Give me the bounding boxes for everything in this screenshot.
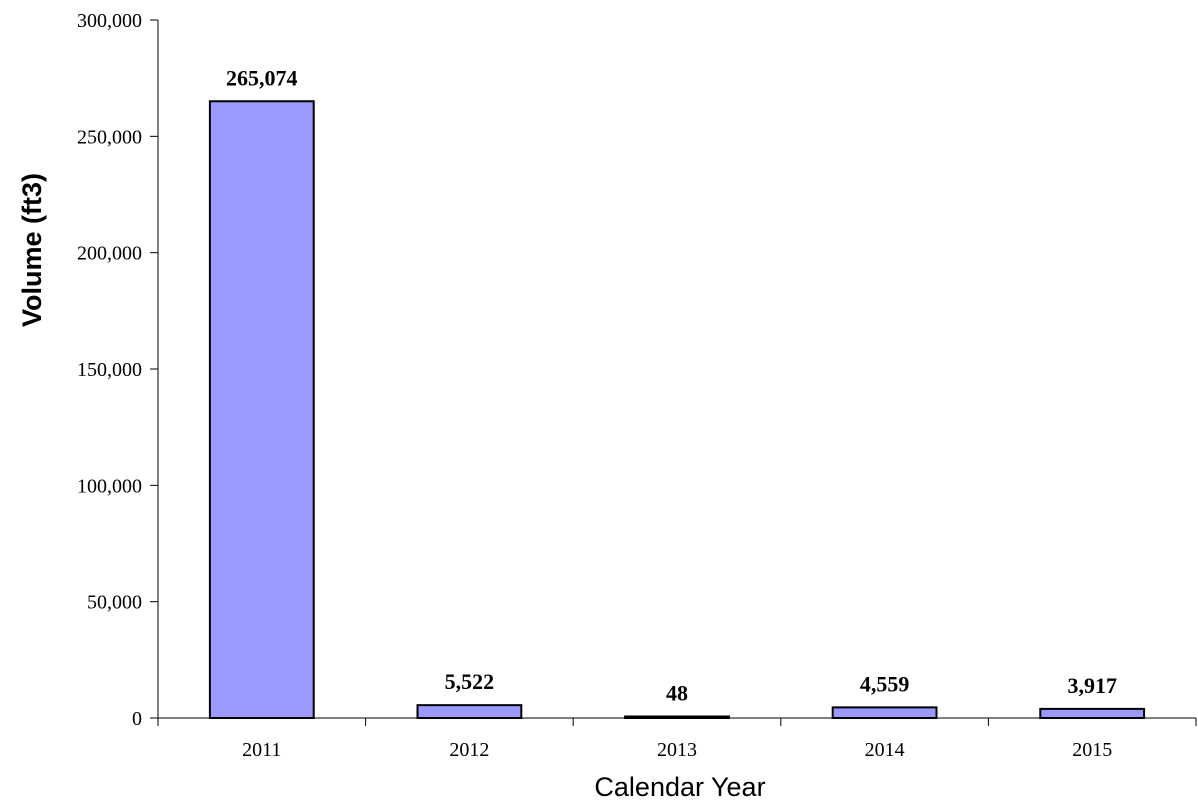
bar-2014 <box>831 706 938 719</box>
y-tick-label-5: 250,000 <box>77 126 142 148</box>
data-label-2014: 4,559 <box>860 671 910 696</box>
data-label-2015: 3,917 <box>1067 673 1117 698</box>
y-tick-label-0: 0 <box>132 708 142 730</box>
data-label-2011: 265,074 <box>226 65 298 90</box>
bars-layer <box>208 100 1146 720</box>
data-label-2012: 5,522 <box>445 669 495 694</box>
y-tick-label-4: 200,000 <box>77 243 142 265</box>
x-tick-label-2014: 2014 <box>865 739 905 761</box>
y-tick-label-3: 150,000 <box>77 359 142 381</box>
x-tick-label-2013: 2013 <box>657 739 697 761</box>
axes-layer <box>150 19 1197 726</box>
x-tick-label-2015: 2015 <box>1072 739 1112 761</box>
y-tick-label-2: 100,000 <box>77 475 142 497</box>
bar-2012 <box>416 704 523 720</box>
data-label-2013: 48 <box>666 681 688 706</box>
x-axis-title: Calendar Year <box>594 772 765 802</box>
x-tick-label-2011: 2011 <box>242 739 281 761</box>
x-tick-label-2012: 2012 <box>449 739 489 761</box>
labels-layer: 265,074 2011 5,522 2012 48 2013 4,559 2014 3,917… <box>77 10 1117 761</box>
y-tick-label-1: 50,000 <box>87 592 142 614</box>
bar-2011 <box>208 100 315 719</box>
y-tick-label-6: 300,000 <box>77 10 142 32</box>
y-axis-title: Volume (ft3) <box>17 173 47 327</box>
bar-2015 <box>1039 707 1146 720</box>
